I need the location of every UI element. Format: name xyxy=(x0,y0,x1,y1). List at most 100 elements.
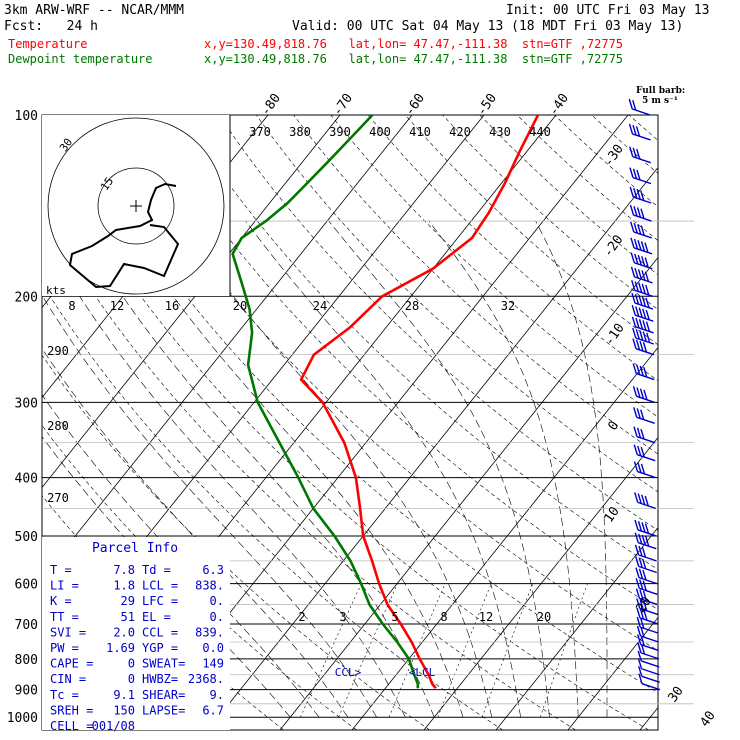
wind-barb-flag xyxy=(640,225,645,236)
wind-barb-flag xyxy=(632,386,638,397)
wind-barb-flag xyxy=(635,588,641,599)
wind-barb-flag xyxy=(636,387,641,398)
parcel-info-key: CIN = xyxy=(50,672,86,686)
wind-barb-flag xyxy=(632,327,637,339)
wind-barb-flag xyxy=(638,666,643,677)
wind-barb-flag xyxy=(637,658,643,669)
wind-barb-flag xyxy=(637,269,643,280)
lcl-label: <LCL xyxy=(409,666,436,679)
wind-barb-flag xyxy=(639,579,644,590)
wind-barb-flag xyxy=(638,673,643,684)
dry-adiabat-label: 270 xyxy=(47,491,69,505)
hodograph-ring-15 xyxy=(97,167,175,245)
wind-barb-flag xyxy=(632,99,637,111)
mixing-ratio-line xyxy=(300,583,362,718)
wind-barb-flag xyxy=(638,295,643,306)
wind-barb xyxy=(628,98,651,116)
hodograph-ring-30 xyxy=(47,117,225,295)
wind-barb-flag xyxy=(635,556,640,567)
wind-barb-flag xyxy=(636,207,642,218)
wind-barb-flag xyxy=(633,444,638,455)
isotherm-line xyxy=(639,706,658,730)
wind-barb xyxy=(629,204,652,222)
dry-adiabat-label: 290 xyxy=(47,344,69,358)
wind-barb-flag xyxy=(639,388,645,399)
parcel-info-key: TT = xyxy=(50,610,79,624)
wind-barb xyxy=(635,578,658,595)
wind-barb xyxy=(635,556,657,574)
parcel-info-value: 1.69 xyxy=(106,641,135,655)
temperature-legend-label: Temperature xyxy=(8,37,88,51)
wind-barb-flag xyxy=(642,331,647,342)
wind-barb xyxy=(629,186,652,204)
wind-barb xyxy=(631,316,654,334)
wind-barb-flag xyxy=(638,545,643,557)
wind-barb-flag xyxy=(631,316,637,328)
wind-barb-flag xyxy=(645,321,651,332)
wind-barb-flag xyxy=(641,256,646,267)
wind-barb xyxy=(634,519,657,537)
wind-barb-flag xyxy=(634,253,639,265)
wind-barb xyxy=(631,292,654,310)
pressure-tick-label: 700 xyxy=(15,618,38,633)
wind-barb-flag xyxy=(642,558,647,570)
model-title: 3km ARW-WRF -- NCAR/MMM xyxy=(4,3,185,18)
dry-adiabat-line xyxy=(144,115,658,611)
wind-barb xyxy=(638,666,660,683)
wind-barb-flag xyxy=(633,188,638,199)
parcel-info-value: 0.0 xyxy=(202,641,224,655)
dry-adiabat-line xyxy=(106,115,658,652)
init-time: Init: 00 UTC Fri 03 May 13 xyxy=(506,3,710,18)
wind-barb-flag xyxy=(634,492,639,503)
wind-barb xyxy=(633,426,656,444)
parcel-info-value: 0. xyxy=(210,610,224,624)
wind-barb-flag xyxy=(637,239,642,251)
isotherm-line xyxy=(351,346,658,730)
mixing-ratio-label: 20 xyxy=(537,610,551,624)
moist-adiabat-line xyxy=(328,220,550,718)
pressure-tick-label: 100 xyxy=(15,109,38,124)
dry-adiabat-label: 280 xyxy=(47,419,69,433)
wind-barb-flag xyxy=(642,580,647,591)
wind-barb xyxy=(633,461,656,479)
dewpoint-legend-location: x,y=130.49,818.76 lat,lon= 47.47,-111.38… xyxy=(204,52,624,66)
wind-barb-flag xyxy=(641,534,646,546)
wind-barb-flag xyxy=(635,306,640,317)
hodograph-trace xyxy=(68,182,180,289)
parcel-info-key: T = xyxy=(50,563,72,577)
dry-adiabat-line xyxy=(42,209,576,730)
wind-barb-flag xyxy=(639,599,644,610)
dry-adiabat-line xyxy=(405,115,658,346)
wind-barb-flag xyxy=(638,319,644,330)
wind-barb-flag xyxy=(640,626,645,638)
barb-legend-line2: 5 m s⁻¹ xyxy=(642,96,678,106)
isotherm-line xyxy=(42,115,413,579)
wind-barb-flag xyxy=(642,308,647,320)
pressure-tick-label: 1000 xyxy=(7,711,38,726)
forecast-hour: Fcst: 24 h xyxy=(4,19,98,34)
parcel-info-value: 9. xyxy=(210,688,224,702)
pressure-tick-label: 500 xyxy=(15,530,38,545)
wind-barb-flag xyxy=(644,242,649,253)
wind-barb-flag xyxy=(633,206,638,217)
parcel-info-value: 0 xyxy=(128,672,135,686)
wind-barb xyxy=(628,123,651,141)
wind-barb-flag xyxy=(636,427,642,439)
parcel-info-value: 9.1 xyxy=(113,688,135,702)
wind-barb-flag xyxy=(634,532,639,543)
parcel-info-value: 29 xyxy=(121,594,135,608)
wind-barb-flag xyxy=(630,221,635,233)
dry-adiabat-line xyxy=(293,115,658,455)
wind-barb-flag xyxy=(641,522,646,533)
wind-barb xyxy=(631,305,654,322)
isotherm-line xyxy=(207,166,658,730)
wind-barb-flag xyxy=(629,146,634,157)
wind-barb-flag xyxy=(635,328,640,340)
wind-barb xyxy=(629,146,651,164)
wind-barb-flag xyxy=(633,426,638,437)
wind-barb-flag xyxy=(640,463,646,475)
wind-barb xyxy=(630,252,653,270)
parcel-info-key: SREH = xyxy=(50,703,93,717)
dry-adiabat-line xyxy=(42,425,357,730)
dry-adiabat-line xyxy=(666,115,740,730)
